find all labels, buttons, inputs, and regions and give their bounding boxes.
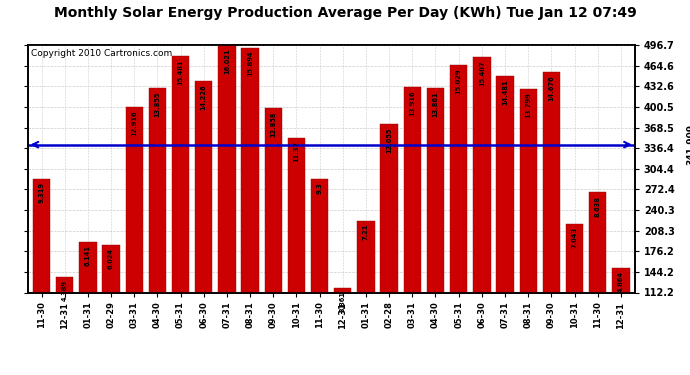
- Text: 11.37: 11.37: [293, 141, 299, 162]
- Text: 341.909: 341.909: [687, 124, 690, 165]
- Text: 12.055: 12.055: [386, 128, 392, 153]
- Text: 15.481: 15.481: [177, 59, 184, 84]
- Bar: [589, 192, 607, 365]
- Text: 4.864: 4.864: [618, 271, 624, 292]
- Bar: [126, 107, 143, 365]
- Text: 16.021: 16.021: [224, 48, 230, 74]
- Text: 14.481: 14.481: [502, 79, 508, 105]
- Bar: [148, 88, 166, 365]
- Text: 12.858: 12.858: [270, 111, 276, 137]
- Bar: [56, 277, 73, 365]
- Bar: [520, 89, 537, 365]
- Text: 7.043: 7.043: [571, 227, 578, 248]
- Text: 13.799: 13.799: [525, 93, 531, 118]
- Text: 8.638: 8.638: [595, 196, 601, 217]
- Text: 12.916: 12.916: [131, 110, 137, 136]
- Bar: [496, 76, 514, 365]
- Text: 3.861: 3.861: [339, 291, 346, 312]
- Text: Copyright 2010 Cartronics.com: Copyright 2010 Cartronics.com: [30, 49, 172, 58]
- Bar: [195, 81, 213, 365]
- Bar: [264, 108, 282, 365]
- Bar: [542, 72, 560, 365]
- Bar: [380, 124, 398, 365]
- Text: 6.141: 6.141: [85, 245, 91, 266]
- Text: 6.024: 6.024: [108, 248, 114, 269]
- Bar: [450, 65, 467, 365]
- Text: 15.029: 15.029: [455, 68, 462, 93]
- Text: 13.916: 13.916: [409, 90, 415, 116]
- Bar: [33, 179, 50, 365]
- Text: 7.21: 7.21: [363, 224, 369, 240]
- Bar: [79, 242, 97, 365]
- Bar: [566, 224, 583, 365]
- Bar: [612, 268, 629, 365]
- Bar: [172, 56, 189, 365]
- Text: 13.855: 13.855: [155, 92, 160, 117]
- Text: 9.3: 9.3: [317, 182, 323, 194]
- Bar: [404, 87, 421, 365]
- Text: 15.407: 15.407: [479, 60, 485, 86]
- Text: 14.226: 14.226: [201, 84, 207, 110]
- Bar: [357, 221, 375, 365]
- Bar: [334, 288, 351, 365]
- Bar: [218, 45, 235, 365]
- Bar: [241, 48, 259, 365]
- Text: 15.894: 15.894: [247, 51, 253, 76]
- Text: 13.861: 13.861: [433, 92, 438, 117]
- Bar: [288, 138, 305, 365]
- Bar: [473, 57, 491, 365]
- Bar: [102, 244, 120, 365]
- Text: Monthly Solar Energy Production Average Per Day (KWh) Tue Jan 12 07:49: Monthly Solar Energy Production Average …: [54, 6, 636, 20]
- Text: 9.319: 9.319: [39, 182, 45, 203]
- Bar: [427, 88, 444, 365]
- Bar: [311, 179, 328, 365]
- Text: 4.389: 4.389: [61, 280, 68, 302]
- Text: 14.676: 14.676: [549, 75, 554, 101]
